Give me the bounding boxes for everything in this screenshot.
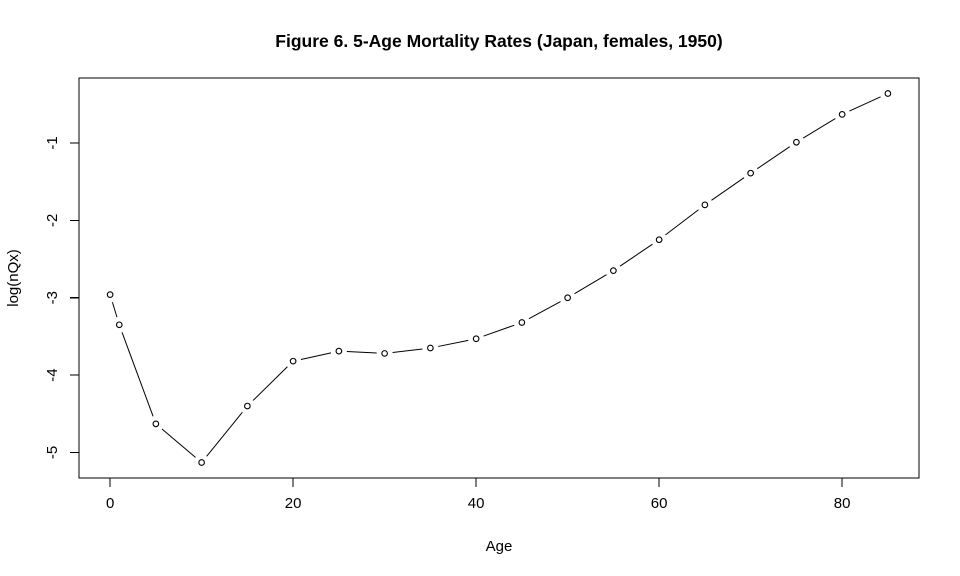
series-line-segment (711, 177, 745, 201)
series-line-segment (574, 274, 607, 295)
data-point-marker (381, 350, 388, 357)
y-tick-label: -5 (44, 446, 61, 459)
data-point-marker (838, 111, 846, 118)
x-tick-label: 0 (106, 495, 114, 512)
plot-frame (78, 77, 920, 479)
y-tick-label: -4 (44, 368, 61, 381)
data-point-marker (610, 267, 617, 274)
series-line-segment (665, 209, 699, 236)
series-line-segment (483, 324, 515, 337)
x-tick-label: 20 (285, 495, 302, 512)
data-point-marker (427, 344, 434, 352)
y-tick-label: -1 (44, 136, 61, 149)
series-line-segment (252, 366, 288, 401)
series-line-segment (121, 332, 154, 417)
chart-title: Figure 6. 5-Age Mortality Rates (Japan, … (275, 31, 722, 51)
data-point-marker (106, 291, 114, 298)
data-point-marker (701, 201, 709, 209)
data-point-marker (747, 169, 754, 177)
series-line-segment (802, 118, 836, 139)
series-line-segment (619, 243, 653, 267)
x-tick-label: 40 (468, 495, 485, 512)
data-point-marker (655, 236, 663, 244)
series-line-segment (438, 339, 469, 347)
data-point-marker (244, 402, 251, 410)
x-axis: 0 20 40 60 80 (106, 478, 851, 512)
y-axis: -1 -2 -3 -4 -5 (44, 136, 79, 459)
series-line-segment (111, 302, 118, 318)
data-point-marker (115, 321, 123, 329)
data-series (106, 90, 892, 466)
data-point-marker (793, 138, 800, 146)
series-line-segment (849, 96, 881, 112)
series-line-segment (300, 352, 332, 360)
y-tick-label: -3 (44, 291, 61, 304)
data-point-marker (152, 420, 160, 428)
y-tick-label: -2 (44, 214, 61, 227)
x-axis-title: Age (486, 538, 513, 555)
series-line-segment (528, 301, 561, 320)
x-tick-label: 80 (834, 495, 851, 512)
series-line-segment (161, 428, 196, 458)
series-line-segment (346, 351, 377, 354)
y-axis-title: log(nQx) (5, 249, 22, 307)
data-point-marker (289, 357, 297, 365)
series-line-segment (392, 348, 423, 353)
series-line-segment (756, 146, 791, 170)
data-point-marker (472, 335, 480, 343)
data-point-marker (564, 294, 571, 302)
x-tick-label: 60 (651, 495, 668, 512)
data-point-marker (518, 319, 526, 326)
data-point-marker (335, 347, 343, 355)
series-line-segment (206, 411, 243, 457)
data-point-marker (198, 459, 205, 466)
data-point-marker (884, 90, 892, 97)
